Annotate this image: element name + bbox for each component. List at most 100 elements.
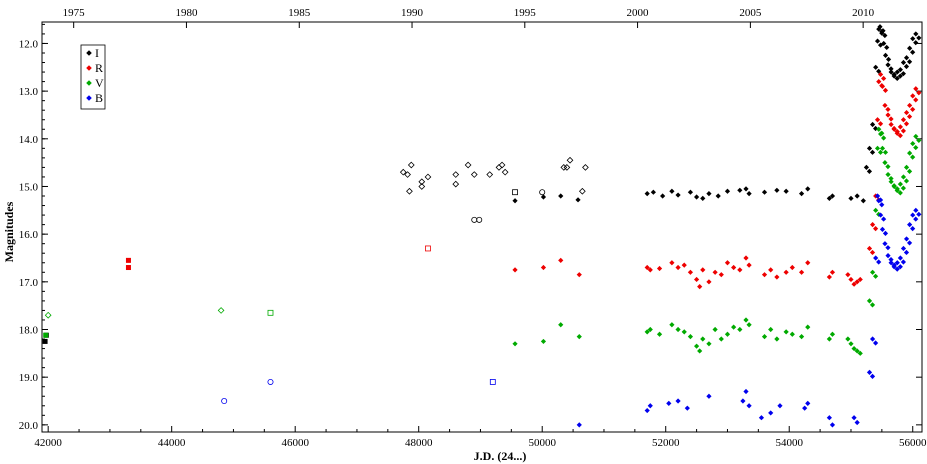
point-I-filled bbox=[693, 194, 700, 200]
point-R-filled bbox=[789, 264, 795, 271]
point-R-filled bbox=[826, 274, 832, 280]
top-tick-label: 2000 bbox=[627, 7, 650, 19]
point-R-outburst bbox=[910, 106, 916, 113]
point-R-filled bbox=[848, 276, 854, 283]
plot-frame bbox=[41, 21, 923, 433]
point-V-open-diamond bbox=[217, 307, 225, 314]
point-I-outburst bbox=[888, 69, 894, 75]
point-R-filled bbox=[851, 281, 857, 287]
point-V-filled bbox=[826, 336, 832, 342]
point-R-filled bbox=[718, 272, 724, 278]
y-tick-label: 13.0 bbox=[19, 86, 39, 98]
point-B-outburst bbox=[869, 373, 876, 380]
point-V-filled bbox=[647, 326, 653, 333]
legend-marker-I bbox=[86, 50, 92, 56]
point-V-filled bbox=[718, 336, 724, 342]
point-B-outburst bbox=[872, 340, 879, 346]
y-tick-label: 12.0 bbox=[19, 38, 39, 50]
point-R-filled bbox=[857, 276, 863, 283]
point-I-open-diamond bbox=[406, 187, 413, 195]
point-V-filled bbox=[854, 348, 860, 354]
point-B-outburst bbox=[900, 245, 907, 252]
point-B-filled bbox=[829, 422, 836, 428]
point-B-filled bbox=[740, 398, 746, 404]
point-I-open-diamond bbox=[470, 171, 478, 178]
point-V-outburst bbox=[881, 135, 887, 141]
legend-label-V: V bbox=[95, 76, 104, 90]
point-B-outburst bbox=[876, 259, 882, 265]
point-V-filled bbox=[829, 331, 836, 337]
point-I-open-square bbox=[512, 189, 518, 196]
point-I-outburst bbox=[891, 71, 897, 78]
point-V-outburst bbox=[874, 145, 881, 151]
point-B-outburst bbox=[891, 262, 897, 268]
point-R-filled bbox=[656, 265, 663, 272]
data-marks-group bbox=[42, 24, 922, 428]
point-V-outburst bbox=[876, 211, 882, 217]
point-I-open-diamond bbox=[452, 180, 460, 188]
point-B-outburst bbox=[900, 259, 906, 265]
point-I-outburst bbox=[873, 64, 879, 70]
point-I-filled bbox=[540, 194, 547, 200]
point-I-outburst bbox=[900, 59, 907, 66]
point-I-outburst bbox=[885, 62, 891, 68]
point-R-outburst bbox=[882, 87, 889, 93]
point-V-filled bbox=[656, 331, 663, 337]
point-R-filled bbox=[647, 267, 653, 273]
point-V-filled bbox=[798, 334, 805, 340]
point-I-open-diamond bbox=[566, 156, 574, 164]
point-I-outburst bbox=[877, 24, 883, 30]
point-B-outburst bbox=[869, 336, 876, 342]
point-I-filled bbox=[687, 189, 694, 195]
point-B-filled bbox=[758, 415, 765, 421]
point-V-filled bbox=[805, 324, 811, 330]
x-tick-label: 48000 bbox=[405, 437, 433, 449]
point-I-filled bbox=[761, 189, 768, 195]
point-I-outburst bbox=[910, 36, 916, 42]
point-I-open-diamond bbox=[560, 164, 568, 171]
point-B-outburst bbox=[873, 255, 879, 261]
point-V-filled bbox=[731, 324, 737, 330]
point-B-open-circle bbox=[221, 398, 228, 405]
point-R-outburst bbox=[866, 245, 873, 252]
point-B-outburst bbox=[879, 226, 886, 232]
legend-marker-V bbox=[86, 80, 92, 86]
point-I-outburst bbox=[897, 73, 903, 79]
y-tick-label: 16.0 bbox=[19, 229, 39, 241]
point-R-filled bbox=[805, 260, 811, 266]
point-I-outburst bbox=[876, 68, 882, 74]
point-I-filled bbox=[854, 193, 860, 199]
point-V-square bbox=[43, 332, 49, 338]
point-B-outburst bbox=[913, 216, 919, 222]
point-R-outburst bbox=[885, 112, 891, 118]
point-B-filled bbox=[768, 410, 774, 416]
point-R-outburst bbox=[877, 121, 884, 127]
point-V-filled bbox=[746, 322, 752, 328]
point-B-outburst bbox=[888, 260, 894, 266]
point-I-open-circle bbox=[471, 216, 478, 223]
point-V-filled bbox=[706, 341, 712, 347]
y-tick-label: 15.0 bbox=[19, 181, 39, 193]
point-R-filled bbox=[693, 276, 700, 283]
point-B-filled bbox=[576, 422, 582, 428]
point-R-outburst bbox=[907, 102, 913, 109]
point-B-open-square bbox=[489, 379, 496, 385]
point-V-outburst bbox=[888, 175, 894, 182]
point-B-filled bbox=[746, 403, 752, 409]
x-tick-label: 50000 bbox=[528, 437, 556, 449]
point-I-outburst bbox=[913, 40, 919, 46]
point-I-open-circle bbox=[539, 189, 546, 196]
point-I-filled bbox=[783, 188, 789, 194]
point-I-square bbox=[42, 338, 48, 344]
point-I-outburst bbox=[916, 35, 922, 41]
point-I-filled bbox=[669, 188, 675, 194]
y-axis-title: Magnitudes bbox=[2, 201, 16, 262]
point-R-outburst bbox=[876, 78, 882, 85]
point-V-filled bbox=[783, 329, 789, 335]
point-I-open-diamond bbox=[501, 168, 509, 176]
point-I-filled bbox=[715, 193, 721, 199]
point-V-outburst bbox=[903, 164, 910, 171]
point-V-outburst bbox=[900, 174, 907, 180]
